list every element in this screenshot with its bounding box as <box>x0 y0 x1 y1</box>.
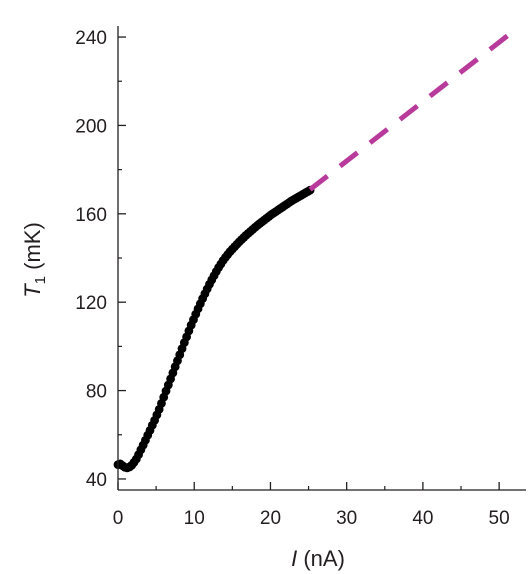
axes <box>117 26 526 491</box>
y-tick-label: 40 <box>86 470 107 491</box>
x-tick-label: 40 <box>412 508 433 529</box>
y-tick-label: 200 <box>75 116 107 137</box>
x-tick-label: 10 <box>184 508 205 529</box>
y-axis-label: T1 (mK) <box>20 222 49 298</box>
y-tick-label: 80 <box>86 382 107 403</box>
x-tick-label: 0 <box>113 508 124 529</box>
x-tick-label: 20 <box>260 508 281 529</box>
y-tick-label: 160 <box>75 205 107 226</box>
x-tick-label: 30 <box>336 508 357 529</box>
ticks: 0 10 20 30 40 50 40 80 120 160 200 240 <box>75 28 509 529</box>
x-tick-label: 50 <box>489 508 510 529</box>
y-tick-label: 120 <box>75 293 107 314</box>
extrapolation-line <box>308 28 516 192</box>
x-axis-label: I (nA) <box>291 546 345 571</box>
y-tick-label: 240 <box>75 28 107 49</box>
data-layer <box>113 28 516 473</box>
